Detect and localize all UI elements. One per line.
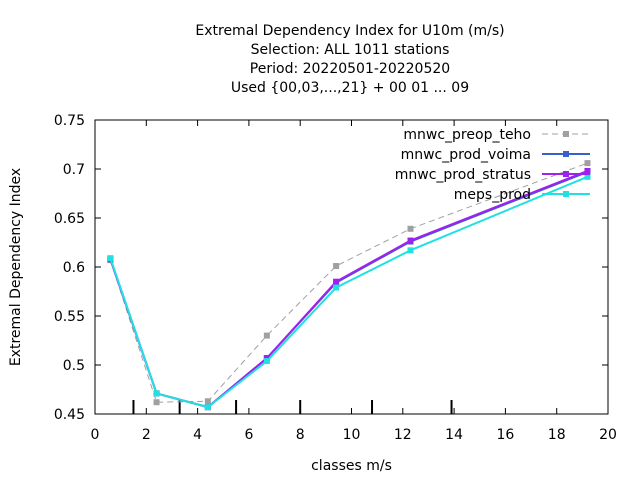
data-point [584, 167, 591, 174]
x-tick-label: 8 [296, 427, 305, 443]
title-line-4: Used {00,03,...,21} + 00 01 ... 09 [231, 80, 469, 96]
data-point [333, 278, 340, 285]
y-tick-label: 0.45 [54, 407, 85, 423]
x-axis: 0 2 4 6 8 10 12 14 16 18 20 [91, 120, 617, 443]
series-lines [107, 160, 591, 411]
legend-label: meps_prod [454, 187, 531, 203]
x-tick-label: 18 [548, 427, 566, 443]
data-point [153, 390, 160, 397]
legend-label: mnwc_preop_teho [403, 127, 531, 143]
x-tick-label: 14 [445, 427, 463, 443]
data-point [263, 358, 270, 365]
x-tick-label: 20 [599, 427, 617, 443]
data-point [584, 160, 591, 167]
data-point [107, 255, 114, 262]
data-point [407, 237, 414, 244]
title-line-2: Selection: ALL 1011 stations [251, 42, 450, 58]
class-boundary-marks [132, 400, 453, 414]
data-point [263, 332, 270, 339]
x-tick-label: 16 [496, 427, 514, 443]
chart-title: Extremal Dependency Index for U10m (m/s)… [195, 23, 504, 96]
x-tick-label: 4 [193, 427, 202, 443]
y-axis-label: Extremal Dependency Index [8, 168, 24, 366]
y-axis: 0.45 0.5 0.55 0.6 0.65 0.7 0.75 [54, 113, 608, 423]
title-line-3: Period: 20220501-20220520 [250, 61, 450, 77]
y-tick-label: 0.5 [63, 358, 85, 374]
legend-marker [563, 171, 569, 177]
y-tick-label: 0.55 [54, 309, 85, 325]
y-tick-label: 0.7 [63, 162, 85, 178]
x-axis-label: classes m/s [311, 458, 392, 474]
data-point [407, 247, 414, 254]
y-tick-label: 0.6 [63, 260, 85, 276]
legend-marker [563, 151, 569, 157]
data-point [407, 225, 414, 232]
legend-marker [563, 191, 569, 197]
data-point [333, 284, 340, 291]
legend: mnwc_preop_teho mnwc_prod_voima mnwc_prod_… [395, 127, 590, 203]
data-point [153, 399, 160, 406]
data-point [204, 404, 211, 411]
x-tick-label: 0 [91, 427, 100, 443]
series-line-meps_prod [109, 175, 588, 409]
legend-marker [563, 131, 569, 137]
plot-frame [94, 119, 609, 415]
legend-label: mnwc_prod_voima [401, 147, 531, 163]
title-line-1: Extremal Dependency Index for U10m (m/s) [195, 23, 504, 39]
x-tick-label: 6 [244, 427, 253, 443]
y-tick-label: 0.65 [54, 211, 85, 227]
legend-label: mnwc_prod_stratus [395, 167, 531, 183]
data-point [204, 398, 211, 405]
x-tick-label: 12 [394, 427, 412, 443]
x-tick-label: 10 [343, 427, 361, 443]
y-tick-label: 0.75 [54, 113, 85, 129]
data-point [584, 173, 591, 180]
x-tick-label: 2 [142, 427, 151, 443]
data-point [333, 263, 340, 270]
